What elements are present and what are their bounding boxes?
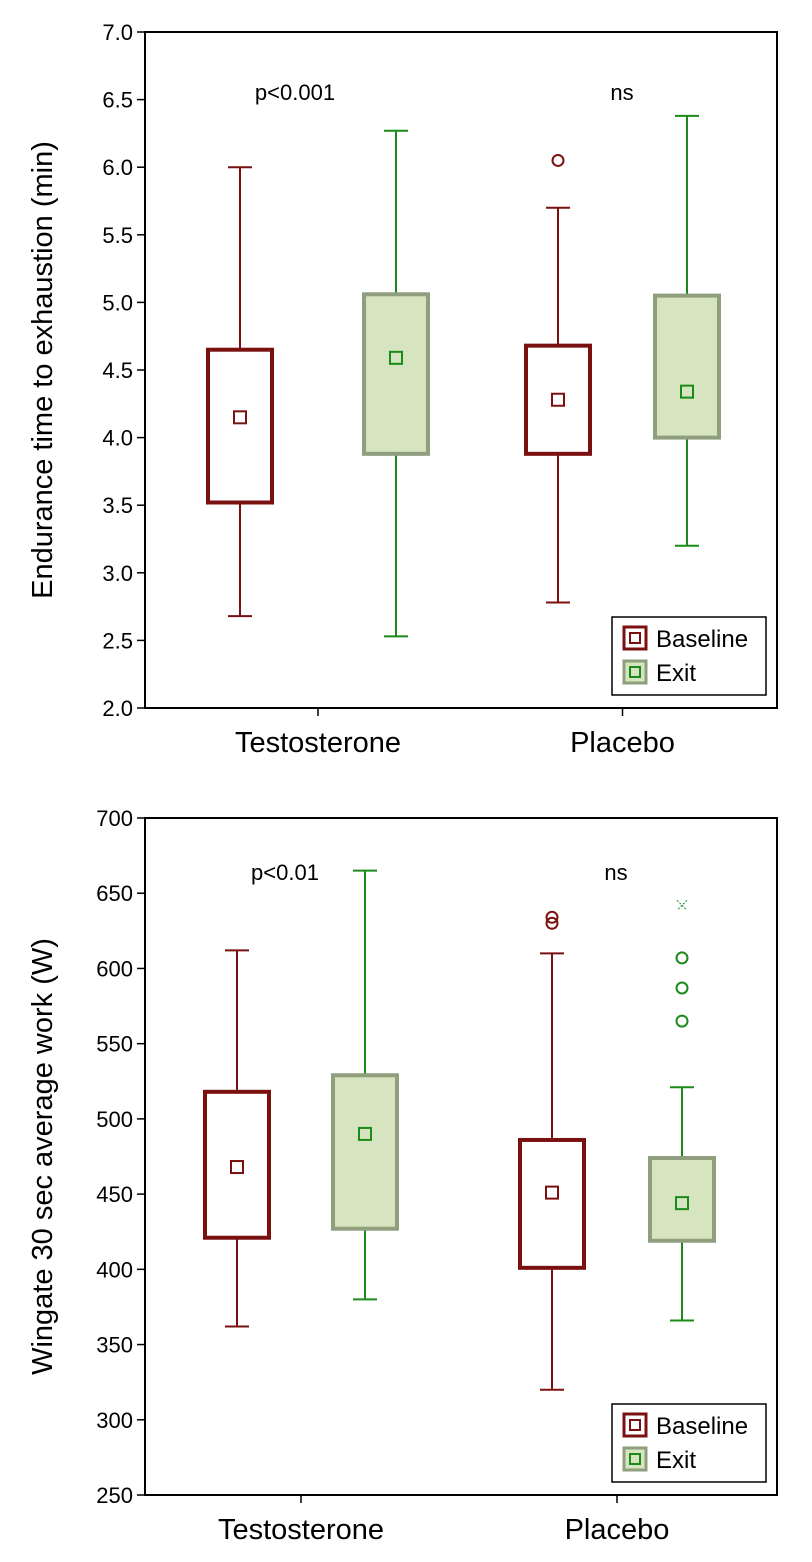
legend-label-exit: Exit (656, 660, 696, 687)
exit-box-1 (331, 869, 399, 1301)
exit-box-1 (362, 129, 430, 638)
y-tick-label: 500 (96, 1107, 133, 1132)
legend-marker-baseline (629, 632, 641, 644)
median-marker (233, 410, 247, 425)
y-tick-label: 6.0 (102, 155, 133, 180)
plot-frame (144, 817, 778, 1496)
y-tick-label: 600 (96, 956, 133, 981)
exit-box-2 (648, 899, 716, 1322)
median-marker (675, 1196, 689, 1211)
y-tick-label: 5.0 (102, 290, 133, 315)
y-tick-label: 5.5 (102, 223, 133, 248)
y-axis: 250 300 350 400 450 500 550 600 650 700 (96, 806, 145, 1508)
y-tick-label: 7.0 (102, 20, 133, 45)
outlier-point (675, 951, 689, 965)
outlier-point (551, 153, 565, 167)
baseline-box-2 (524, 153, 592, 604)
panel-2: 250 300 350 400 450 500 550 600 650 700 Wingate 30… (27, 806, 778, 1546)
legend-swatch-baseline (622, 625, 648, 651)
legend: Baseline Exit (611, 616, 767, 696)
legend-swatch-baseline (622, 1412, 648, 1438)
legend-label-baseline: Baseline (656, 1413, 748, 1440)
y-tick-label: 450 (96, 1182, 133, 1207)
median-marker (358, 1126, 372, 1141)
category-label: Placebo (570, 727, 675, 759)
iqr-box (331, 1073, 399, 1231)
legend: Baseline Exit (611, 1403, 767, 1483)
y-axis-title: Wingate 30 sec average work (W) (27, 938, 59, 1375)
legend-swatch-exit (622, 659, 648, 685)
y-tick-label: 650 (96, 881, 133, 906)
y-tick-label: 2.0 (102, 696, 133, 721)
y-tick-label: 6.5 (102, 88, 133, 113)
y-tick-label: 4.0 (102, 426, 133, 451)
legend-marker-baseline (629, 1419, 641, 1431)
legend-label-baseline: Baseline (656, 626, 748, 653)
median-marker (389, 350, 403, 365)
y-tick-label: 3.0 (102, 561, 133, 586)
outlier-point (545, 910, 559, 924)
legend-marker-exit (629, 666, 641, 678)
baseline-box-2 (518, 910, 586, 1391)
iqr-box (653, 293, 721, 440)
outlier-point (675, 1014, 689, 1028)
baseline-box-1 (203, 949, 271, 1328)
legend-label-exit: Exit (656, 1447, 696, 1474)
iqr-box (524, 343, 592, 456)
outlier-point (675, 981, 689, 995)
median-marker (551, 392, 565, 407)
iqr-box (203, 1089, 271, 1240)
y-tick-label: 550 (96, 1032, 133, 1057)
extreme-point (676, 899, 688, 911)
iqr-box (362, 292, 430, 456)
y-tick-label: 700 (96, 806, 133, 831)
y-tick-label: 250 (96, 1483, 133, 1508)
y-axis-title: Endurance time to exhaustion (min) (27, 141, 59, 599)
category-label: Testosterone (218, 1514, 384, 1546)
y-tick-label: 300 (96, 1408, 133, 1433)
iqr-box (648, 1156, 716, 1243)
category-label: Placebo (565, 1514, 670, 1546)
baseline-box-1 (206, 166, 274, 618)
y-tick-label: 400 (96, 1257, 133, 1282)
outlier-point (545, 916, 559, 930)
panel-1: 2.0 2.5 3.0 3.5 4.0 4.5 5.0 5.5 6.0 6.5 7.0 Enduran… (27, 20, 778, 759)
significance-label: ns (610, 80, 633, 105)
significance-label: ns (604, 860, 627, 885)
median-marker (230, 1160, 244, 1175)
y-tick-label: 350 (96, 1333, 133, 1358)
legend-swatch-exit (622, 1446, 648, 1472)
y-tick-label: 4.5 (102, 358, 133, 383)
y-axis: 2.0 2.5 3.0 3.5 4.0 4.5 5.0 5.5 6.0 6.5 7.0 (102, 20, 145, 721)
median-marker (680, 384, 694, 399)
category-label: Testosterone (235, 727, 401, 759)
significance-label: p<0.01 (251, 860, 319, 885)
exit-box-2 (653, 114, 721, 547)
iqr-box (518, 1137, 586, 1270)
significance-label: p<0.001 (255, 80, 335, 105)
iqr-box (206, 347, 274, 505)
legend-marker-exit (629, 1453, 641, 1465)
median-marker (545, 1185, 559, 1200)
y-tick-label: 2.5 (102, 628, 133, 653)
y-tick-label: 3.5 (102, 493, 133, 518)
